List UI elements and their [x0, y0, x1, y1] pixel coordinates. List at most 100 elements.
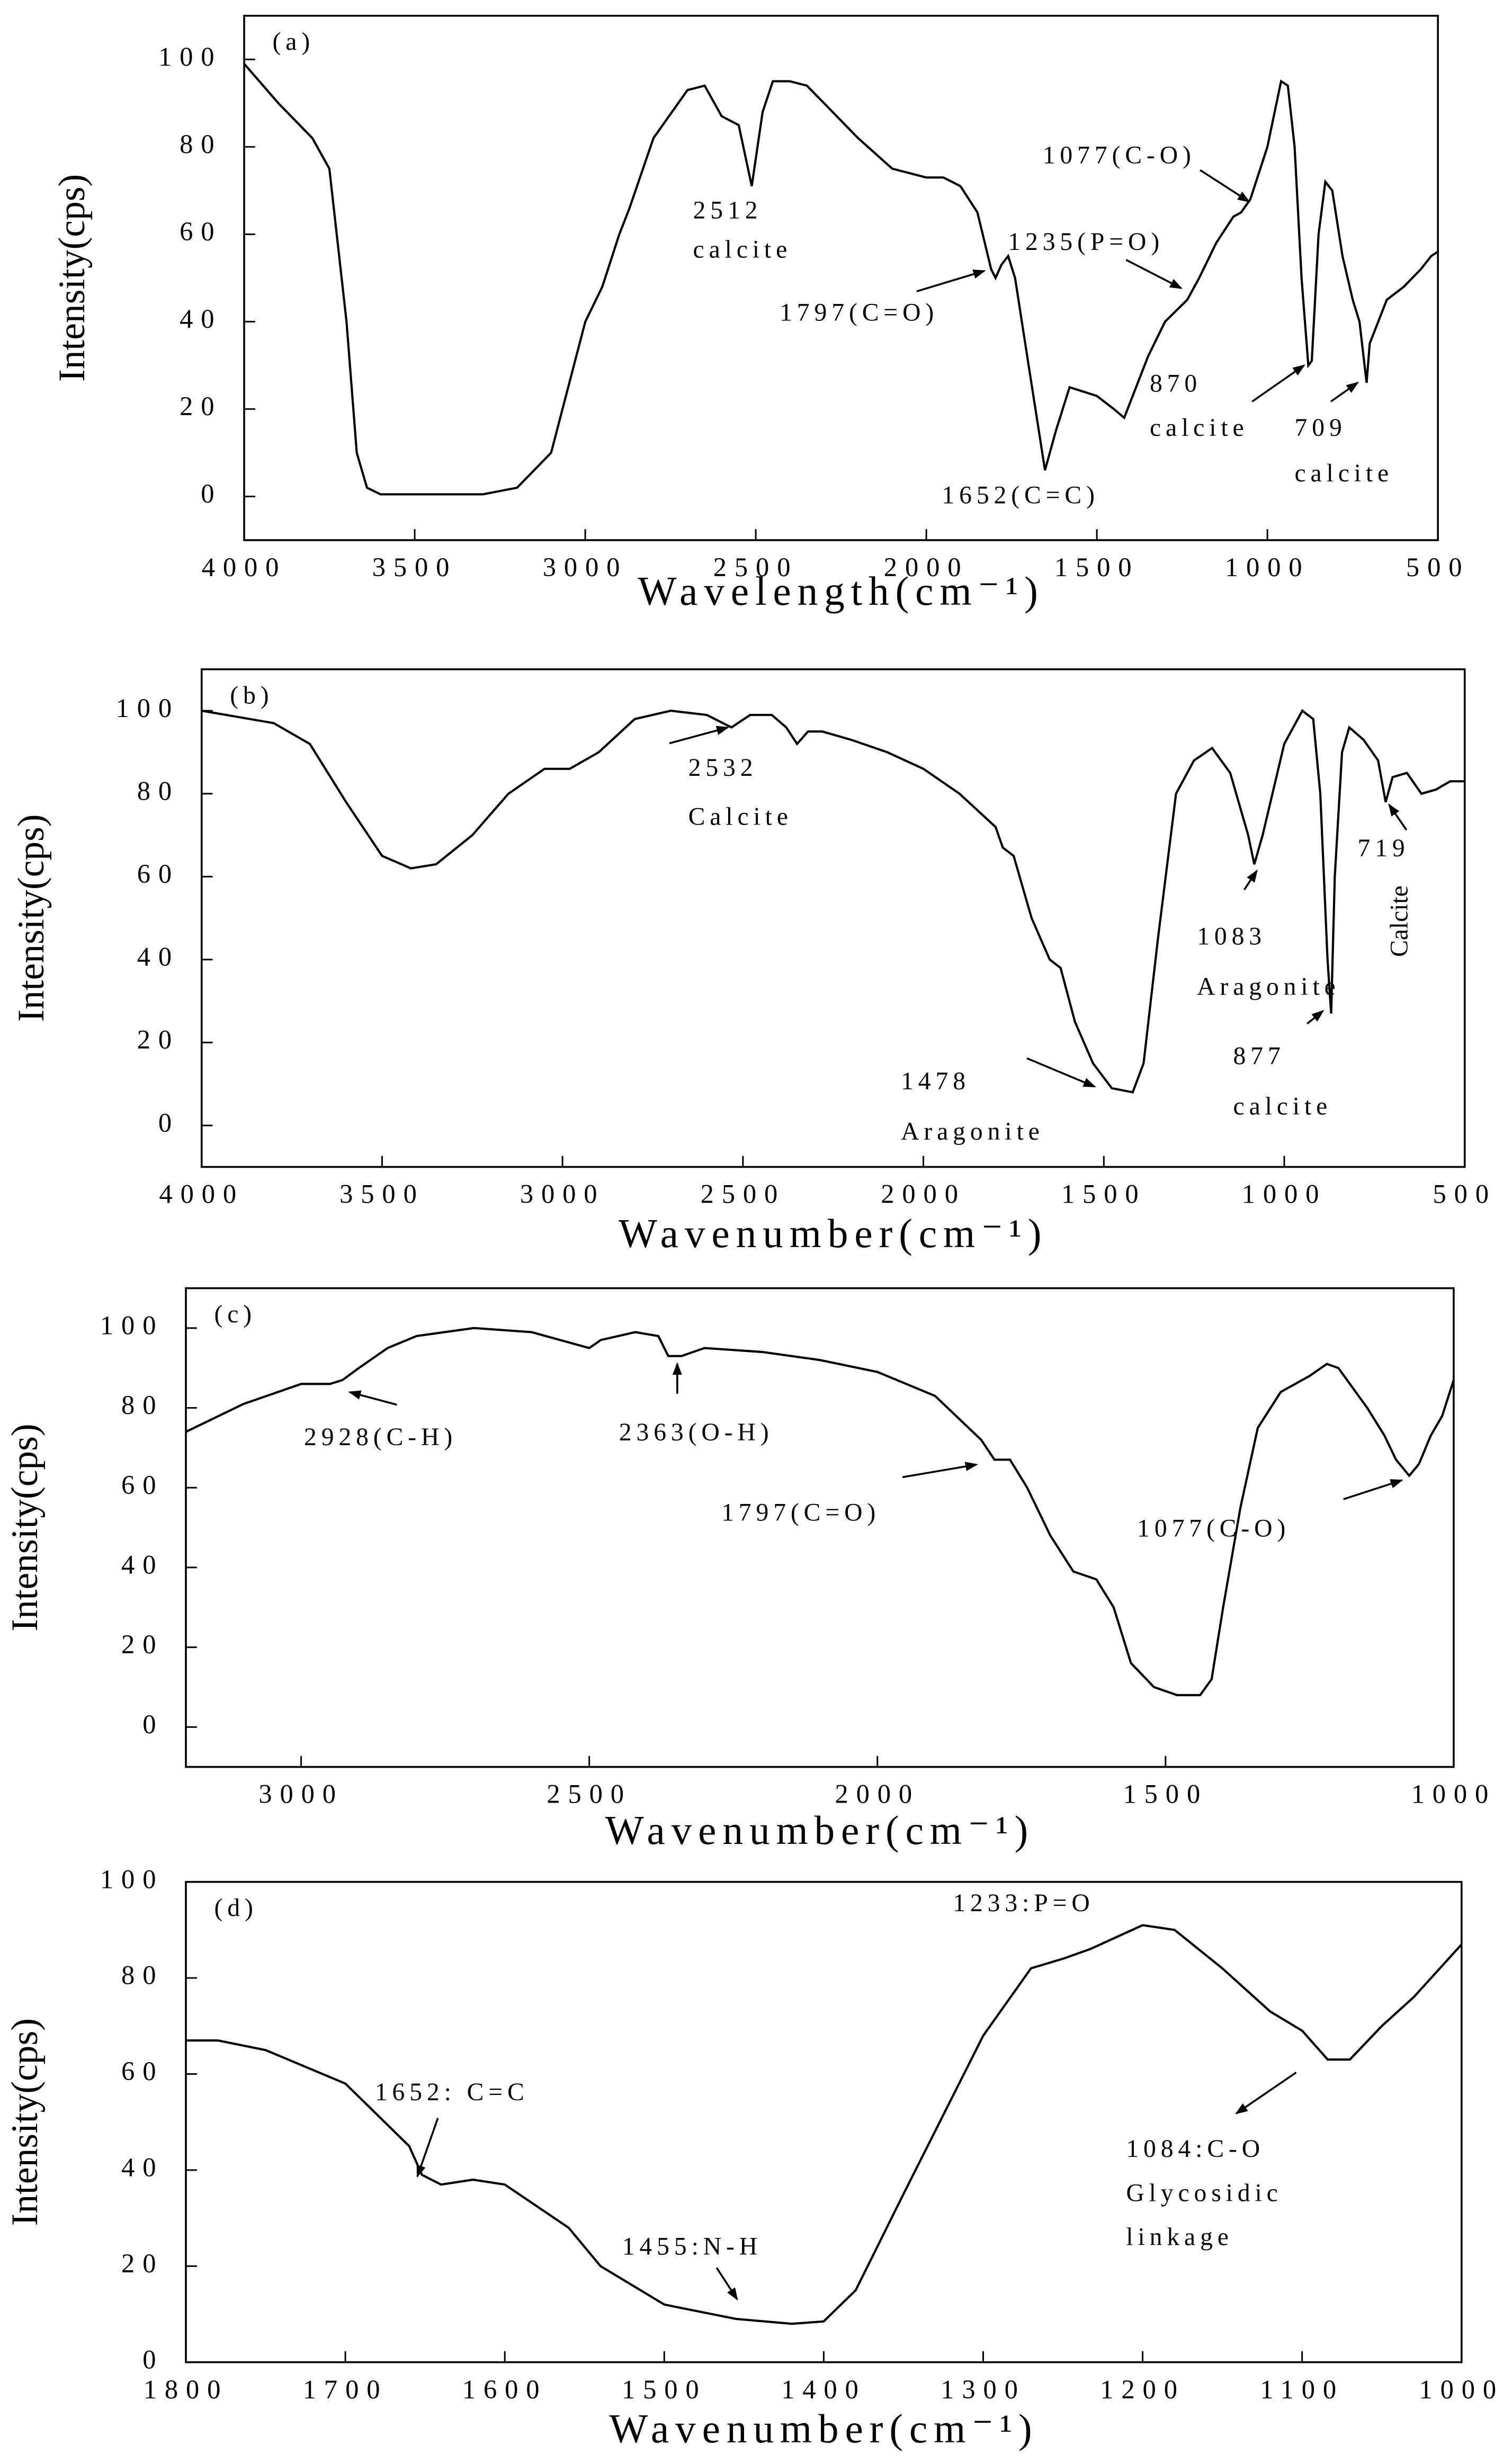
x-tick-label: 1500 — [1123, 1779, 1209, 1809]
annotation-arrow — [1235, 2072, 1297, 2115]
annotation: calcite — [1233, 1092, 1332, 1120]
annotation: Aragonite — [901, 1118, 1044, 1145]
annotation: calcite — [693, 236, 792, 264]
x-tick-label: 1600 — [462, 2375, 548, 2404]
x-tick-label: 3000 — [543, 552, 628, 582]
x-tick-label: 500 — [1406, 552, 1470, 582]
annotation-arrow — [669, 726, 729, 745]
x-axis-label: Wavenumber(cm⁻¹) — [609, 2406, 1038, 2451]
annotation: 1797(C=O) — [721, 1499, 880, 1527]
annotation: 1083 — [1197, 922, 1266, 950]
y-tick-label: 40 — [137, 942, 180, 972]
y-axis-label: Intensity(cps) — [4, 1423, 46, 1631]
annotation-arrow — [1243, 870, 1258, 891]
x-tick-label: 1000 — [1411, 1779, 1497, 1809]
annotation: 2512 — [693, 196, 763, 224]
annotation-arrow — [1343, 1479, 1403, 1500]
y-tick-label: 100 — [100, 1864, 164, 1894]
x-tick-label: 1100 — [1260, 2375, 1344, 2404]
y-tick-label: 80 — [137, 776, 180, 805]
plot-frame — [185, 1287, 1455, 1768]
annotation-arrow — [348, 1390, 397, 1406]
x-tick-label: 500 — [1433, 1179, 1496, 1209]
y-tick-label: 80 — [180, 129, 222, 159]
annotation: Aragonite — [1197, 973, 1340, 1000]
x-tick-label: 1500 — [622, 2375, 707, 2404]
x-tick-label: 3500 — [372, 552, 458, 582]
x-tick-label: 1500 — [1054, 552, 1140, 582]
x-tick-label: 2000 — [881, 1179, 966, 1209]
annotation-arrow — [1307, 1010, 1325, 1025]
panel-label: (d) — [214, 1894, 258, 1922]
y-tick-label: 60 — [180, 217, 222, 246]
spectrum-line — [185, 1327, 1455, 1697]
x-tick-label: 4000 — [202, 552, 287, 582]
x-tick-label: 1800 — [144, 2375, 229, 2404]
panel-label: (b) — [230, 682, 273, 709]
annotation: 1077(C-O) — [1043, 141, 1196, 169]
annotation: calcite — [1295, 460, 1394, 487]
spectrum-line — [185, 1924, 1463, 2325]
annotation-arrow — [916, 269, 986, 292]
annotation: Calcite — [1386, 885, 1413, 957]
x-tick-label: 1000 — [1242, 1179, 1327, 1209]
y-tick-label: 20 — [121, 1629, 164, 1659]
y-axis-label: Intensity(cps) — [51, 174, 93, 382]
x-tick-label: 1500 — [1061, 1179, 1147, 1209]
y-tick-label: 20 — [180, 391, 222, 421]
y-tick-label: 80 — [121, 1390, 164, 1420]
annotation: 1652(C=C) — [942, 482, 1099, 509]
annotation-arrow — [1125, 259, 1183, 289]
x-tick-label: 2500 — [547, 1779, 632, 1809]
y-tick-label: 0 — [142, 1709, 164, 1739]
annotation: 1084:C-O — [1126, 2135, 1265, 2163]
y-tick-label: 60 — [137, 859, 180, 889]
annotation: 877 — [1233, 1042, 1285, 1070]
annotation: Glycosidic — [1126, 2179, 1282, 2207]
x-axis-label: Wavenumber(cm⁻¹) — [619, 1211, 1048, 1256]
x-tick-label: 1700 — [303, 2375, 388, 2404]
x-tick-label: 1300 — [941, 2375, 1026, 2404]
y-tick-label: 80 — [121, 1960, 164, 1990]
annotation: 870 — [1150, 370, 1202, 397]
annotation: 1478 — [901, 1068, 970, 1095]
x-tick-label: 1400 — [781, 2375, 866, 2404]
x-tick-label: 3500 — [339, 1179, 425, 1209]
annotation: 1455:N-H — [622, 2233, 762, 2260]
annotation-arrow — [902, 1462, 978, 1479]
annotation-arrow — [1026, 1057, 1096, 1088]
y-tick-label: 100 — [116, 693, 180, 723]
panel-label: (c) — [214, 1301, 257, 1328]
y-axis-label: Intensity(cps) — [10, 814, 52, 1022]
spectrum-line — [243, 63, 1439, 496]
annotation: 719 — [1357, 835, 1409, 862]
plot-frame — [200, 668, 1466, 1168]
annotation: 1077(C-O) — [1137, 1515, 1290, 1542]
y-tick-label: 0 — [142, 2344, 164, 2374]
annotation: Calcite — [688, 803, 793, 830]
x-tick-label: 3000 — [258, 1779, 344, 1809]
x-tick-label: 2000 — [835, 1779, 920, 1809]
spectrum-line — [201, 709, 1465, 1094]
annotation: 1233:P=O — [953, 1889, 1094, 1917]
annotation-arrow — [715, 2267, 738, 2301]
y-tick-label: 60 — [121, 1470, 164, 1500]
y-tick-label: 60 — [121, 2056, 164, 2086]
annotation: 709 — [1295, 414, 1347, 442]
y-tick-label: 20 — [137, 1025, 180, 1054]
annotation-arrow — [1200, 169, 1250, 203]
y-axis-label: Intensity(cps) — [4, 2018, 46, 2226]
y-tick-label: 40 — [121, 2152, 164, 2182]
y-tick-label: 40 — [121, 1550, 164, 1580]
y-tick-label: 0 — [201, 479, 222, 508]
plot-frame — [243, 14, 1439, 541]
x-tick-label: 1200 — [1100, 2375, 1185, 2404]
annotation-arrow — [416, 2118, 439, 2178]
y-tick-label: 100 — [100, 1310, 164, 1340]
annotation: 2363(O-H) — [619, 1419, 774, 1446]
x-tick-label: 2500 — [701, 1179, 786, 1209]
annotation-arrow — [1251, 364, 1305, 402]
annotation: 1797(C=O) — [780, 299, 938, 327]
panel-label: (a) — [273, 28, 315, 56]
x-tick-label: 4000 — [159, 1179, 244, 1209]
